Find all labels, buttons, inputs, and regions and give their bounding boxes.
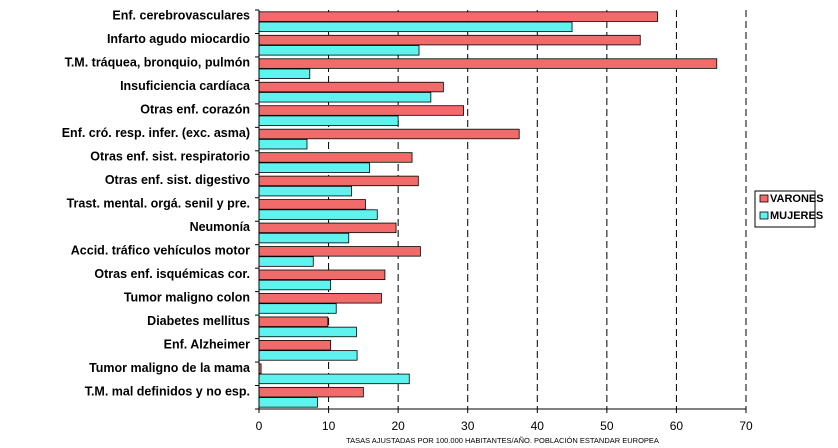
bar-varones bbox=[258, 246, 421, 257]
bar-varones bbox=[258, 386, 364, 398]
category-label: Insuficiencia cardíaca bbox=[120, 79, 251, 93]
bars bbox=[258, 11, 718, 408]
x-tick-label: 70 bbox=[739, 419, 753, 433]
x-tick-label: 10 bbox=[322, 419, 336, 433]
bar-mujeres bbox=[258, 68, 311, 79]
legend-swatch-varones bbox=[759, 194, 769, 203]
category-label: Otras enf. isquémicas cor. bbox=[94, 267, 250, 281]
bar-mujeres bbox=[258, 279, 332, 291]
bar-mujeres bbox=[258, 303, 337, 314]
category-label: Trast. mental. orgá. senil y pre. bbox=[67, 197, 250, 211]
x-tick-label: 20 bbox=[391, 419, 405, 433]
bar-varones bbox=[258, 316, 329, 327]
bar-mujeres bbox=[258, 209, 378, 220]
bar-varones bbox=[258, 58, 718, 69]
x-tick-label: 40 bbox=[531, 419, 545, 433]
x-tick-label: 30 bbox=[461, 419, 475, 433]
bar-mujeres bbox=[258, 397, 318, 408]
legend-swatch-mujeres bbox=[759, 211, 769, 220]
bar-mujeres bbox=[258, 232, 350, 244]
legend-label-mujeres: MUJERES bbox=[770, 210, 823, 222]
bar-mujeres bbox=[258, 185, 352, 197]
bar-varones bbox=[258, 11, 659, 22]
category-label: Tumor maligno colon bbox=[124, 290, 250, 304]
bar-varones bbox=[258, 340, 332, 351]
bar-mujeres bbox=[258, 373, 410, 385]
bar-mujeres bbox=[258, 138, 308, 150]
bar-varones bbox=[258, 152, 413, 163]
bar-mujeres bbox=[258, 92, 432, 103]
category-label: Enf. cró. resp. infer. (exc. asma) bbox=[62, 126, 250, 140]
category-label: Neumonía bbox=[190, 220, 251, 234]
bar-mujeres bbox=[258, 45, 420, 56]
bar-varones bbox=[258, 81, 444, 93]
category-labels: Enf. cerebrovasculares Infarto agudo mioc… bbox=[62, 9, 251, 399]
bar-mujeres bbox=[258, 21, 573, 33]
x-tick-label: 0 bbox=[256, 419, 263, 433]
ticks bbox=[255, 9, 747, 413]
category-label: Infarto agudo miocardio bbox=[107, 32, 250, 46]
bar-varones bbox=[258, 128, 520, 140]
category-label: Tumor maligno de la mama bbox=[89, 361, 251, 375]
category-label: T.M. tráquea, bronquio, pulmón bbox=[65, 56, 250, 70]
grid-lines bbox=[328, 10, 747, 409]
legend-label-varones: VARONES bbox=[770, 193, 824, 205]
bar-varones bbox=[258, 199, 366, 210]
bar-varones bbox=[258, 222, 397, 234]
x-axis-label: TASAS AJUSTADAS POR 100.000 HABITANTES/A… bbox=[346, 436, 659, 445]
bar-mujeres bbox=[258, 326, 357, 338]
category-label: Enf. cerebrovasculares bbox=[112, 9, 250, 23]
category-label: Otras enf. corazón bbox=[140, 103, 250, 117]
category-label: T.M. mal definidos y no esp. bbox=[85, 384, 250, 398]
category-label: Accid. tráfico vehículos motor bbox=[71, 243, 250, 257]
bar-varones bbox=[258, 293, 382, 304]
x-tick-label: 50 bbox=[600, 419, 614, 433]
x-tick-label: 60 bbox=[670, 419, 684, 433]
bar-varones bbox=[258, 269, 386, 281]
bar-mujeres bbox=[258, 256, 314, 267]
bar-mujeres bbox=[258, 350, 358, 361]
bar-mujeres bbox=[258, 115, 399, 126]
bar-varones bbox=[258, 105, 464, 116]
category-label: Otras enf. sist. digestivo bbox=[105, 173, 251, 187]
legend: VARONES MUJERES bbox=[754, 190, 824, 228]
bar-varones bbox=[258, 34, 641, 46]
category-label: Otras enf. sist. respiratorio bbox=[90, 150, 250, 164]
category-label: Diabetes mellitus bbox=[147, 314, 250, 328]
x-tick-labels: 0 10 20 30 40 50 60 70 bbox=[256, 419, 753, 433]
category-label: Enf. Alzheimer bbox=[164, 337, 250, 351]
bar-mujeres bbox=[258, 162, 371, 173]
bar-varones bbox=[258, 175, 419, 187]
